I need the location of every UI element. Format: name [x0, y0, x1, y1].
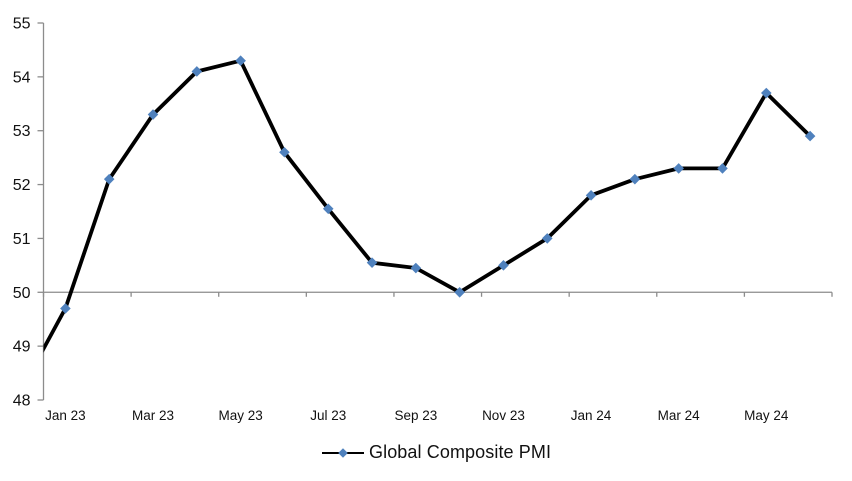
y-axis-label: 50: [13, 285, 31, 302]
data-point-marker: [673, 163, 684, 174]
data-point-marker: [541, 233, 553, 244]
y-axis-label: 53: [13, 123, 31, 140]
y-axis-label: 51: [13, 231, 31, 248]
legend-diamond-icon: [338, 447, 348, 458]
x-axis-label: Jan 24: [571, 408, 612, 423]
data-point-marker: [760, 87, 772, 99]
data-point-marker: [804, 130, 816, 142]
x-axis-label: Jan 23: [45, 408, 86, 423]
data-point-marker: [322, 203, 334, 215]
data-point-marker: [60, 303, 71, 314]
legend-label: Global Composite PMI: [369, 442, 552, 462]
y-axis-label: 54: [13, 69, 31, 86]
y-axis-label: 52: [13, 177, 31, 194]
x-axis-label: Mar 24: [658, 408, 701, 423]
data-point-marker: [235, 55, 246, 66]
data-point-marker: [629, 173, 641, 185]
data-point-marker: [279, 146, 290, 158]
x-axis-label: May 24: [744, 408, 789, 423]
data-point-marker: [454, 286, 465, 298]
x-axis-label: Mar 23: [132, 408, 174, 423]
chart-legend: Global Composite PMI: [321, 442, 551, 463]
y-axis-label: 48: [13, 393, 31, 410]
y-axis-label: 55: [13, 16, 31, 33]
data-point-marker: [717, 163, 728, 174]
data-point-marker: [585, 190, 597, 201]
data-point-marker: [103, 173, 115, 185]
data-point-marker: [191, 66, 203, 77]
data-point-marker: [410, 262, 422, 274]
y-axis-label: 49: [13, 339, 31, 356]
data-point-marker: [147, 109, 159, 120]
data-point-marker: [366, 257, 378, 268]
series-line: [43, 58, 812, 353]
data-point-marker: [498, 260, 509, 271]
x-axis-label: Jul 23: [310, 408, 346, 423]
legend-line-marker-icon: [322, 447, 364, 458]
x-axis-label: Sep 23: [394, 408, 437, 423]
x-axis-label: Nov 23: [482, 408, 525, 423]
x-axis-label: May 23: [218, 408, 262, 423]
